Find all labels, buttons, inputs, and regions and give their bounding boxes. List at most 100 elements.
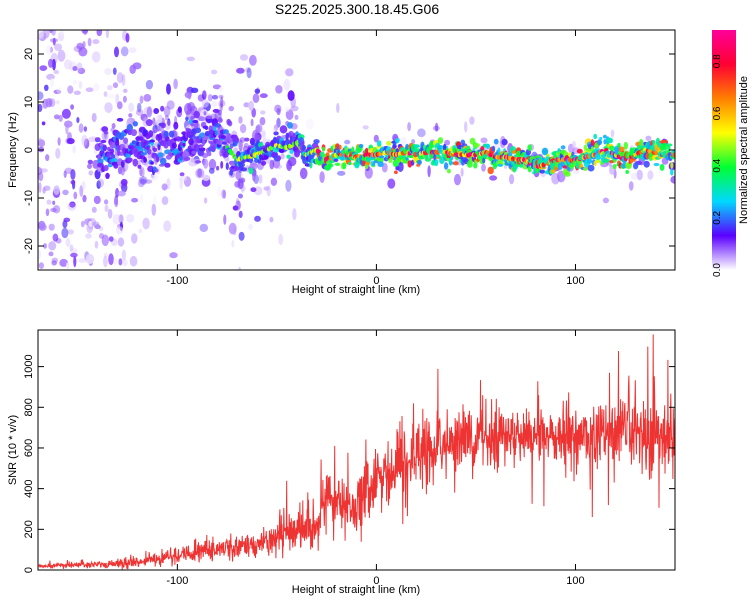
spectrogram-cell	[670, 161, 674, 169]
spectrogram-cell	[178, 175, 188, 182]
spectrogram-cell	[112, 82, 119, 89]
spectrogram-y-tick-label: 20	[23, 48, 35, 60]
spectrogram-cell	[169, 252, 178, 259]
spectrogram-cell	[102, 144, 107, 152]
spectrogram-cell	[670, 175, 675, 184]
spectrogram-cell	[443, 143, 447, 151]
spectrogram-cell	[286, 154, 291, 159]
spectrogram-cell	[325, 152, 330, 157]
spectrogram-cell	[130, 129, 137, 137]
figure-title: S225.2025.300.18.45.G06	[275, 1, 439, 17]
spectrogram-cell	[98, 233, 105, 239]
spectrogram-cell	[59, 30, 65, 36]
spectrogram-cell	[243, 142, 249, 148]
spectrogram-cell	[194, 127, 202, 134]
spectrogram-cell	[173, 121, 179, 130]
spectrogram-cell	[76, 90, 84, 98]
spectrogram-x-tick-label: 100	[566, 275, 584, 287]
spectrogram-cell	[56, 87, 62, 94]
spectrogram-cell	[485, 143, 491, 149]
spectrogram-cell	[135, 109, 144, 116]
snr-y-tick-label: 200	[23, 520, 35, 538]
spectrogram-cell	[594, 144, 599, 149]
spectrogram-cell	[204, 125, 209, 131]
spectrogram-cell	[122, 95, 127, 103]
spectrogram-cell	[101, 126, 109, 133]
spectrogram-cell	[62, 220, 68, 229]
spectrogram-cell	[252, 171, 256, 182]
spectrogram-cell	[376, 140, 382, 147]
snr-x-axis-label: Height of straight line (km)	[292, 584, 420, 596]
spectrogram-cell	[288, 156, 297, 167]
spectrogram-cell	[185, 128, 192, 133]
spectrogram-cell	[139, 95, 144, 104]
spectrogram-cell	[217, 117, 223, 123]
spectrogram-cell	[509, 174, 515, 185]
spectrogram-cell	[237, 200, 241, 210]
spectrogram-cell	[69, 244, 74, 252]
spectrogram-cell	[625, 170, 629, 174]
snr-x-tick-label: 0	[373, 575, 379, 587]
spectrogram-cell	[59, 258, 69, 267]
spectrogram-cell	[150, 161, 155, 165]
spectrogram-cell	[93, 195, 101, 205]
spectrogram-cell	[266, 185, 271, 197]
spectrogram-cell	[67, 85, 74, 94]
spectrogram-cell	[83, 138, 90, 149]
spectrogram-cell	[275, 85, 283, 94]
spectrogram-cell	[617, 142, 621, 148]
spectrogram-cell	[187, 93, 192, 100]
spectrogram-cell	[636, 169, 643, 181]
spectrogram-cell	[118, 214, 124, 224]
spectrogram-cell	[608, 145, 615, 151]
spectrogram-cell	[424, 157, 432, 162]
spectrogram-cell	[108, 253, 114, 266]
spectrogram-cell	[96, 30, 103, 37]
snr-y-tick-label: 1000	[23, 354, 35, 378]
spectrogram-cell	[190, 115, 195, 120]
spectrogram-cell	[338, 144, 342, 150]
spectrogram-cell	[166, 83, 171, 95]
spectrogram-cell	[72, 145, 76, 154]
spectrogram-cell	[70, 169, 76, 180]
spectrogram-cell	[219, 102, 223, 112]
spectrogram-cell	[184, 103, 192, 115]
spectrogram-cell	[87, 37, 92, 47]
spectrogram-cell	[232, 136, 240, 143]
spectrogram-cell	[52, 200, 56, 205]
spectrogram-cell	[145, 119, 153, 127]
spectrogram-cell	[192, 119, 199, 124]
spectrogram-cell	[139, 176, 148, 185]
spectrogram-cell	[78, 123, 84, 133]
spectrogram-cell	[437, 155, 441, 159]
spectrogram-cell	[137, 179, 145, 188]
spectrogram-cell	[299, 167, 308, 180]
spectrogram-cell	[177, 106, 182, 113]
spectrogram-cell	[238, 193, 243, 199]
spectrogram-cell	[238, 266, 242, 270]
spectrogram-cell	[633, 162, 639, 170]
spectrogram-cell	[186, 56, 195, 62]
spectrogram-cell	[198, 144, 204, 148]
spectrogram-cell	[163, 131, 169, 138]
spectrogram-cell	[211, 69, 218, 75]
spectrogram-cell	[108, 236, 114, 242]
spectrogram-cell	[223, 214, 227, 225]
spectrogram-cell	[57, 137, 61, 146]
spectrogram-cell	[417, 159, 422, 165]
spectrogram-cell	[101, 234, 110, 247]
spectrogram-cell	[603, 139, 607, 145]
spectrogram-cell	[217, 186, 222, 198]
spectrogram-cell	[120, 164, 125, 176]
spectrogram-cell	[55, 148, 61, 159]
spectrogram-cell	[73, 191, 78, 200]
spectrogram-cell	[188, 119, 194, 125]
spectrogram-x-axis-label: Height of straight line (km)	[292, 284, 420, 296]
spectrogram-cell	[81, 181, 86, 190]
spectrogram-cell	[128, 102, 135, 113]
spectrogram-cell	[48, 223, 55, 231]
spectrogram-cell	[342, 162, 347, 170]
spectrogram-cell	[82, 194, 87, 203]
spectrogram-cell	[45, 208, 50, 217]
